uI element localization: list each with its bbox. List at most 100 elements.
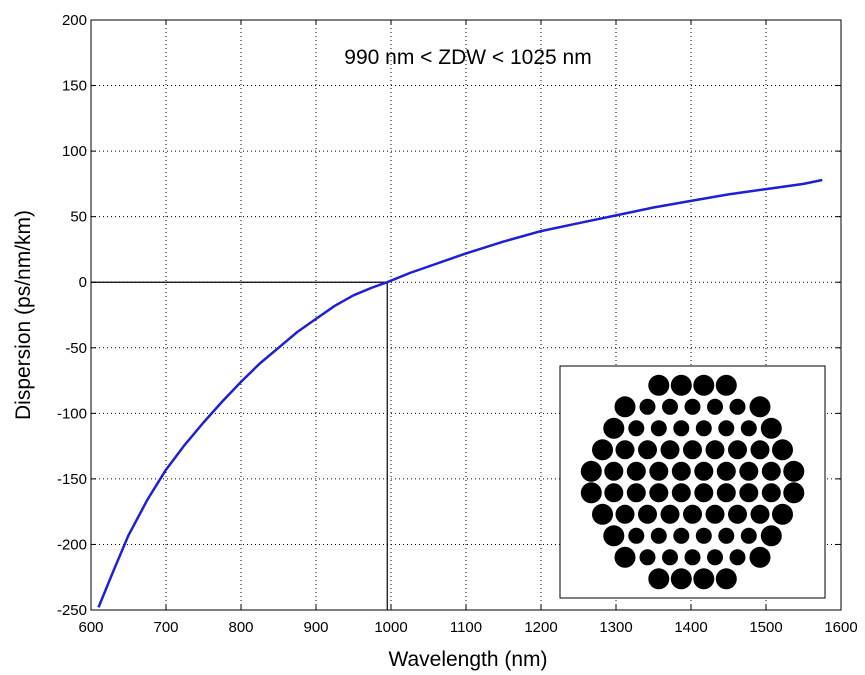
x-tick-label: 1500 (749, 619, 782, 636)
fiber-air-hole (614, 546, 636, 568)
fiber-air-hole (693, 568, 715, 590)
x-tick-label: 800 (228, 619, 253, 636)
fiber-air-hole (705, 504, 725, 524)
fiber-air-hole (693, 374, 715, 396)
x-tick-label: 1200 (524, 619, 557, 636)
fiber-air-hole (783, 482, 805, 504)
x-tick-label: 600 (78, 619, 103, 636)
fiber-air-hole (673, 420, 690, 437)
zero-crossing-lines (91, 281, 388, 610)
x-tick-label: 1400 (674, 619, 707, 636)
fiber-air-hole (639, 549, 656, 566)
fiber-air-hole (718, 420, 735, 437)
fiber-air-hole (683, 504, 702, 524)
fiber-air-hole (673, 527, 690, 544)
fiber-air-hole (728, 440, 747, 460)
fiber-air-hole (650, 420, 667, 437)
y-tick-label: 150 (62, 78, 87, 95)
x-tick-label: 900 (303, 619, 328, 636)
fiber-air-hole (684, 398, 701, 415)
x-tick-label: 700 (153, 619, 178, 636)
fiber-air-hole (694, 483, 714, 503)
fiber-air-hole (580, 482, 602, 504)
fiber-air-hole (671, 461, 691, 481)
fiber-air-hole (626, 461, 646, 481)
y-axis-label: Dispersion (ps/nm/km) (12, 210, 35, 420)
fiber-air-hole (638, 440, 657, 460)
fiber-air-hole (580, 460, 602, 482)
fiber-air-hole (660, 504, 680, 524)
fiber-air-hole (750, 504, 770, 524)
fiber-air-hole (649, 483, 669, 503)
zdw-annotation: 990 nm < ZDW < 1025 nm (344, 46, 591, 69)
fiber-air-hole (760, 525, 782, 547)
fiber-air-hole (662, 549, 678, 566)
fiber-air-hole (740, 420, 757, 437)
x-tick-label: 1000 (374, 619, 407, 636)
fiber-air-hole (729, 398, 746, 415)
fiber-air-hole (660, 440, 680, 460)
fiber-air-hole (604, 461, 624, 481)
x-tick-label: 1100 (450, 619, 482, 636)
fiber-air-hole (648, 374, 670, 396)
fiber-air-hole (592, 503, 613, 525)
x-tick-label: 1600 (824, 619, 857, 636)
fiber-air-hole (715, 374, 737, 396)
fiber-air-hole (716, 483, 736, 503)
fiber-air-hole (740, 527, 757, 544)
fiber-air-hole (705, 440, 725, 460)
fiber-air-hole (639, 398, 656, 415)
y-tick-label: 100 (62, 143, 87, 160)
fiber-air-hole (760, 417, 782, 439)
fiber-air-hole (614, 396, 636, 418)
dispersion-series-line (97, 178, 823, 608)
fiber-air-hole (716, 461, 736, 481)
fiber-air-hole (628, 527, 645, 544)
fiber-air-hole (694, 461, 714, 481)
fiber-air-hole (749, 396, 771, 418)
fiber-air-hole (649, 461, 669, 481)
series-group (97, 178, 823, 608)
fiber-air-hole (750, 440, 770, 460)
fiber-cross-section-inset (559, 365, 826, 599)
fiber-air-hole (603, 417, 625, 439)
fiber-air-hole (626, 483, 646, 503)
fiber-air-hole (772, 439, 793, 461)
fiber-air-hole (592, 439, 613, 461)
fiber-air-hole (715, 568, 737, 590)
fiber-air-hole (662, 398, 678, 415)
fiber-air-hole (739, 483, 759, 503)
fiber-air-hole (683, 440, 702, 460)
fiber-air-hole (783, 460, 805, 482)
fiber-air-hole (728, 504, 747, 524)
fiber-air-hole (604, 483, 624, 503)
y-tick-label: -100 (57, 405, 87, 422)
axis-ticks: 600 700 800 900 1000 1100 1200 1300 1400 1500 1600… (57, 12, 858, 636)
fiber-air-hole (650, 527, 667, 544)
fiber-air-hole (684, 549, 701, 566)
fiber-air-hole (739, 461, 759, 481)
fiber-air-hole (749, 546, 771, 568)
y-tick-label: -200 (57, 536, 87, 553)
fiber-air-hole (648, 568, 670, 590)
fiber-air-hole (671, 483, 691, 503)
fiber-air-hole (638, 504, 657, 524)
x-tick-label: 1300 (599, 619, 632, 636)
fiber-air-hole (695, 527, 712, 544)
y-tick-label: 0 (79, 274, 87, 291)
fiber-air-hole (761, 461, 781, 481)
fiber-air-hole (628, 420, 645, 437)
fiber-air-hole (772, 503, 793, 525)
fiber-air-hole (718, 527, 735, 544)
fiber-air-hole (707, 398, 723, 415)
fiber-air-hole (695, 420, 712, 437)
fiber-air-hole (761, 483, 781, 503)
y-tick-label: 200 (62, 12, 87, 29)
fiber-air-hole (707, 549, 723, 566)
y-tick-label: -250 (57, 602, 87, 619)
fiber-air-hole (670, 374, 692, 396)
x-axis-label: Wavelength (nm) (388, 648, 547, 671)
fiber-air-hole (729, 549, 746, 566)
fiber-air-hole (615, 504, 635, 524)
